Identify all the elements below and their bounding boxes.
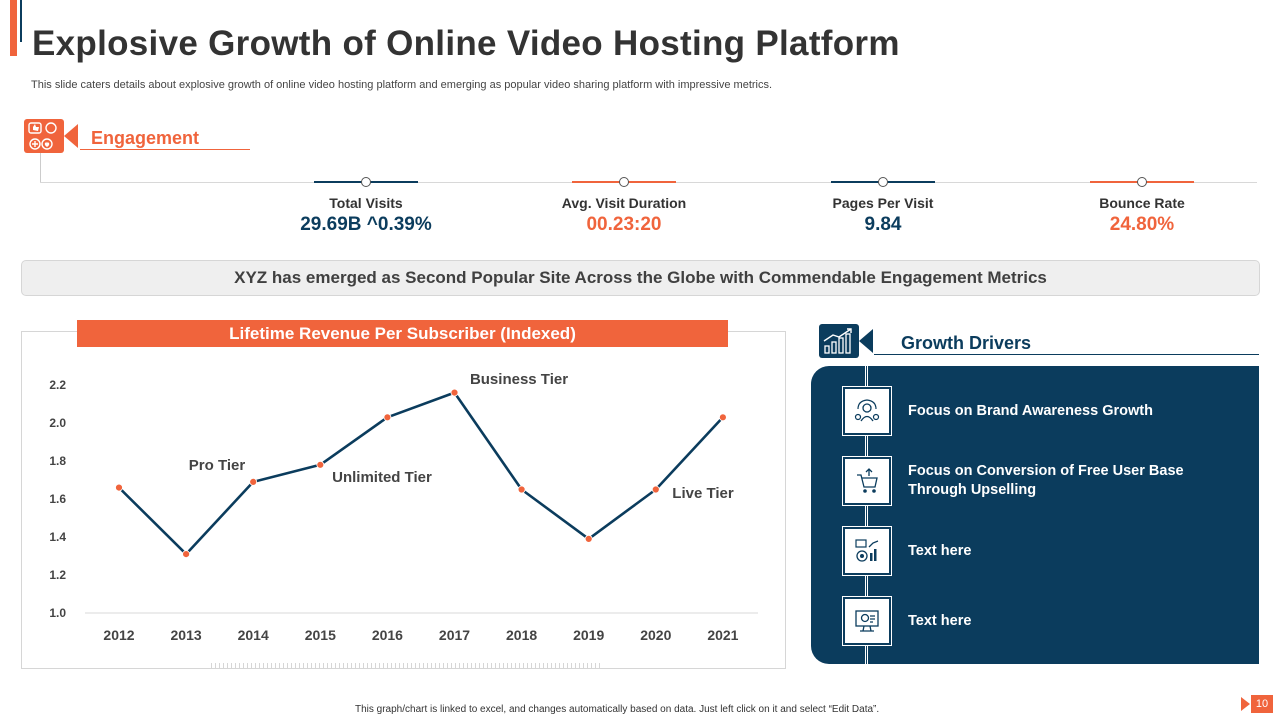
annotation-label: Pro Tier	[189, 457, 246, 474]
data-point	[249, 477, 258, 486]
page-pointer	[1241, 697, 1250, 711]
annotation-label: Unlimited Tier	[332, 469, 432, 486]
growth-underline	[874, 354, 1259, 355]
data-point	[115, 483, 123, 492]
metric-value: 00.23:20	[586, 214, 662, 235]
page-number: 10	[1251, 695, 1273, 713]
x-tick-label: 2018	[506, 627, 537, 643]
series-line	[118, 391, 724, 556]
data-point	[450, 388, 459, 397]
metric-label: Bounce Rate	[1099, 195, 1185, 211]
chart-title: Lifetime Revenue Per Subscriber (Indexed…	[77, 320, 728, 347]
x-tick-label: 2015	[305, 627, 336, 643]
data-point	[316, 460, 325, 469]
revenue-line-chart: 1.0 1.2 1.4 1.6 1.8 2.0 2.2 2012 2013 2014 2015 201…	[49, 371, 758, 643]
title-accent-bar	[10, 0, 17, 56]
engagement-heading: Engagement	[91, 128, 200, 148]
page-subtitle: This slide caters details about explosiv…	[31, 79, 773, 91]
metric-value: 29.69B ^0.39%	[300, 214, 432, 235]
metric-label: Total Visits	[329, 195, 403, 211]
page-title: Explosive Growth of Online Video Hosting…	[32, 24, 900, 63]
y-tick-label: 1.2	[49, 568, 66, 582]
growth-rail	[865, 366, 868, 664]
engagement-underline	[80, 149, 250, 150]
x-tick-label: 2021	[707, 627, 738, 643]
y-tick-label: 2.0	[49, 416, 66, 430]
banner-text: XYZ has emerged as Second Popular Site A…	[234, 268, 1047, 287]
data-point	[517, 485, 526, 494]
conversion-cart-icon	[843, 457, 891, 505]
footer-note: This graph/chart is linked to excel, and…	[355, 704, 880, 715]
data-point	[182, 550, 191, 559]
metric-dot	[1137, 177, 1147, 187]
growth-item-text: Focus on Conversion of Free User Base Th…	[908, 463, 1184, 498]
engagement-connector	[40, 153, 41, 182]
engagement-pointer	[64, 124, 78, 148]
data-point	[651, 485, 660, 494]
growth-item-text: Text here	[908, 543, 972, 559]
metric-value: 24.80%	[1109, 214, 1175, 235]
title-accent-line	[20, 0, 22, 42]
annotation-label: Business Tier	[470, 371, 568, 388]
data-point	[383, 413, 392, 422]
metric-label: Avg. Visit Duration	[561, 195, 687, 211]
growth-chart-icon	[819, 324, 859, 358]
y-tick-label: 2.2	[49, 378, 66, 392]
x-tick-label: 2012	[103, 627, 134, 643]
y-tick-label: 1.6	[49, 492, 66, 506]
metric-label: Pages Per Visit	[832, 195, 934, 211]
y-tick-label: 1.4	[49, 530, 66, 544]
highlight-banner: XYZ has emerged as Second Popular Site A…	[21, 260, 1260, 296]
y-tick-label: 1.8	[49, 454, 66, 468]
y-tick-label: 1.0	[49, 606, 66, 620]
growth-item-text: Text here	[908, 613, 972, 629]
chart-footer-hatch	[211, 663, 602, 669]
x-tick-label: 2019	[573, 627, 604, 643]
growth-pointer	[859, 329, 873, 353]
brand-awareness-icon	[843, 387, 891, 435]
metric-dot	[361, 177, 371, 187]
x-tick-label: 2016	[372, 627, 403, 643]
x-tick-label: 2014	[238, 627, 269, 643]
x-tick-label: 2020	[640, 627, 671, 643]
data-point	[719, 413, 727, 422]
annotation-label: Live Tier	[672, 485, 734, 502]
data-point	[584, 534, 593, 543]
x-tick-label: 2013	[171, 627, 202, 643]
metric-value: 9.84	[864, 214, 902, 235]
social-engagement-icon	[24, 119, 64, 153]
growth-heading: Growth Drivers	[901, 333, 1032, 353]
monitor-settings-icon	[843, 597, 891, 645]
analytics-icon	[843, 527, 891, 575]
x-tick-label: 2017	[439, 627, 470, 643]
metric-dot	[878, 177, 888, 187]
metric-dot	[619, 177, 629, 187]
growth-item-text: Focus on Brand Awareness Growth	[908, 403, 1153, 419]
